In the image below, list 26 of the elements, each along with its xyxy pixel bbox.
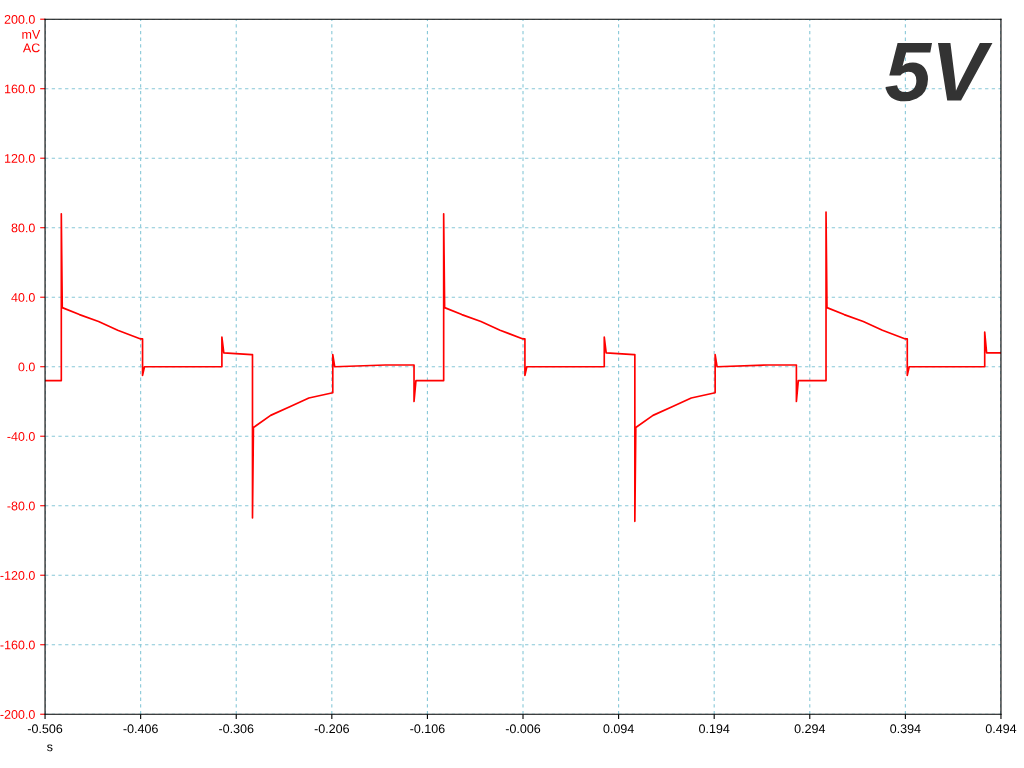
- y-tick-label: 160.0: [5, 84, 35, 94]
- y-tick-label: -80.0: [7, 501, 35, 511]
- x-tick-label: -0.206: [314, 724, 349, 734]
- annotation: 5V: [885, 43, 993, 102]
- y-tick-label: 0.0: [18, 362, 35, 372]
- y-tick-label: 120.0: [5, 154, 35, 163]
- x-tick-label: -0.406: [123, 724, 158, 734]
- x-tick-label: 0.294: [794, 724, 826, 734]
- y-tick-label: -40.0: [7, 432, 35, 441]
- y-axis-title: mV AC: [22, 30, 41, 53]
- x-axis-title: s: [47, 744, 53, 752]
- x-tick-label: -0.106: [410, 724, 445, 734]
- x-tick-label: 0.494: [985, 724, 1017, 734]
- y-tick-label: -120.0: [0, 571, 35, 580]
- line-series: [45, 211, 1001, 523]
- x-tick-label: -0.506: [27, 724, 63, 734]
- x-tick-label: 0.194: [699, 724, 730, 734]
- x-tick-label: 0.394: [890, 724, 921, 734]
- y-tick-label: -200.0: [0, 710, 35, 719]
- x-tick-label: -0.306: [219, 724, 254, 734]
- y-tick-label: -160.0: [0, 640, 35, 650]
- y-tick-label: 80.0: [11, 223, 35, 233]
- y-tick-label: 200.0: [4, 15, 35, 24]
- x-tick-label: 0.094: [603, 724, 634, 734]
- y-tick-label: 40.0: [11, 293, 35, 302]
- x-tick-label: -0.006: [505, 724, 541, 734]
